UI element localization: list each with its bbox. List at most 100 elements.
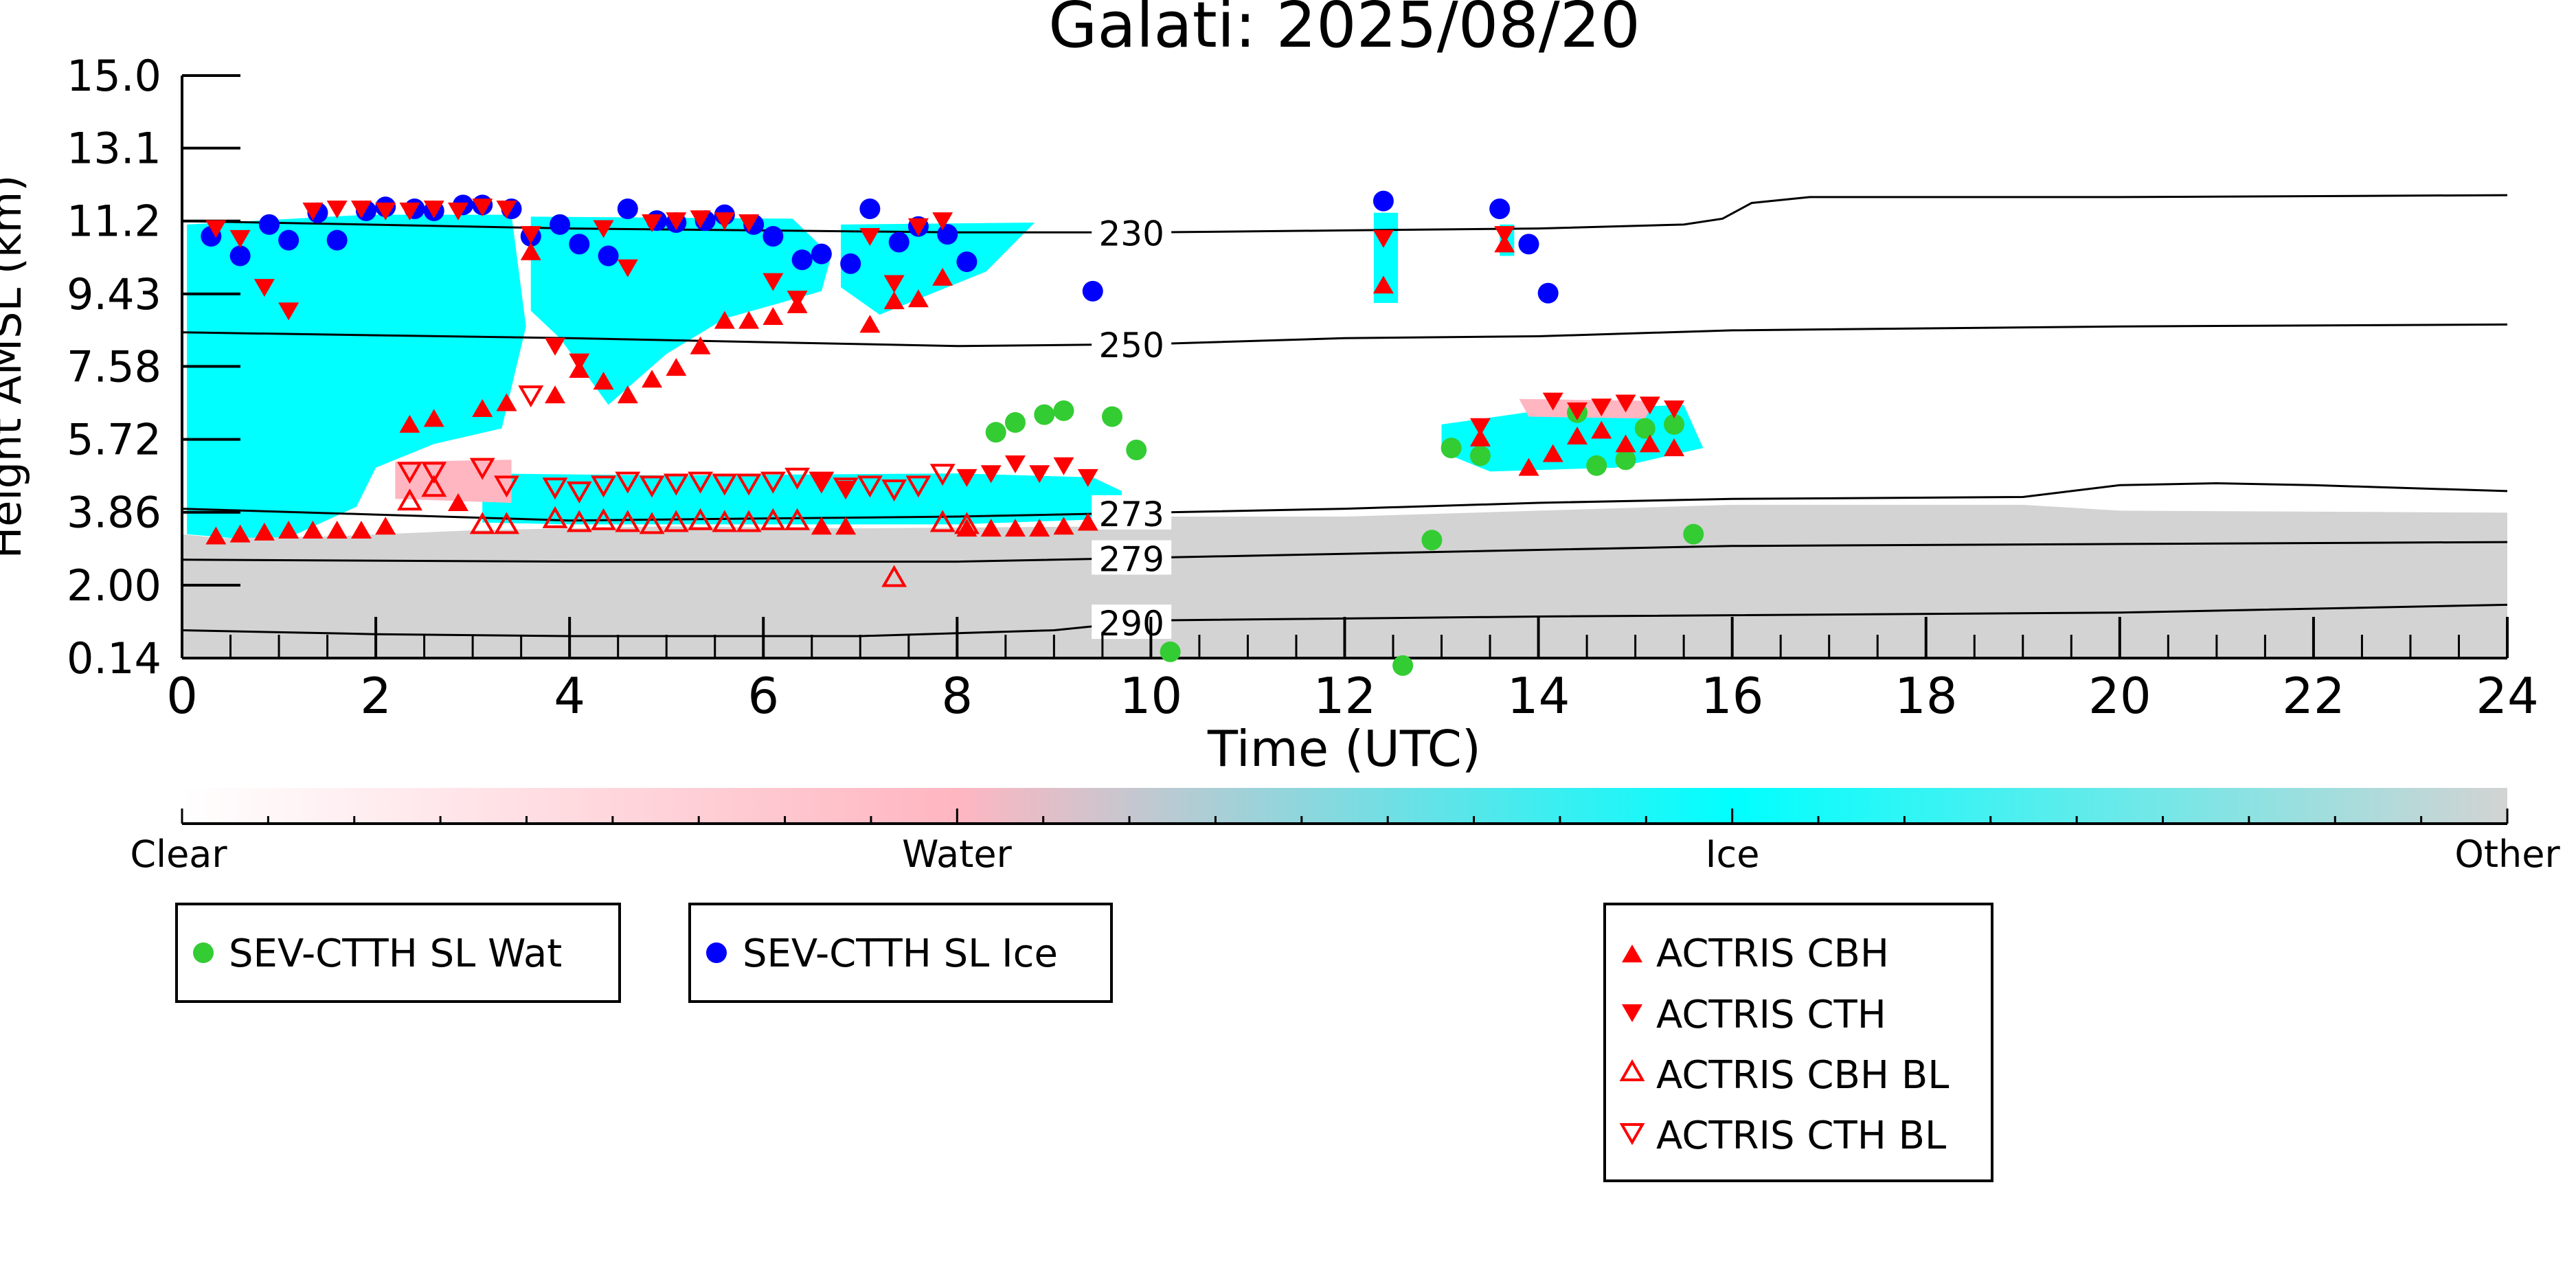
x-axis-label: Time (UTC) — [1207, 720, 1481, 778]
point-actris-cbh — [278, 520, 300, 539]
point-actris-cbh — [907, 289, 929, 308]
point-actris-cth-bl — [591, 475, 616, 498]
point-actris-cth-bl — [881, 479, 907, 502]
point-sev-ctth-sl-wat — [1102, 406, 1122, 427]
point-sev-ctth-sl-ice — [1489, 199, 1511, 220]
point-actris-cth-bl — [809, 471, 835, 494]
legend-actris-cth-bl-label: ACTRIS CTH BL — [1656, 1114, 1946, 1158]
point-actris-cth-bl — [857, 475, 883, 498]
legend-sev-ice-frame — [688, 903, 1113, 1003]
cloud-mask-region-ice-3 — [482, 473, 1122, 525]
point-actris-cbh — [375, 517, 396, 535]
point-sev-ctth-sl-wat — [1126, 439, 1147, 460]
point-actris-cbh — [617, 385, 638, 404]
point-actris-cth-bl — [542, 477, 568, 500]
x-tick-label: 10 — [1120, 667, 1183, 725]
point-actris-cth — [883, 275, 905, 293]
point-actris-cth — [253, 279, 275, 297]
point-actris-cth — [375, 202, 396, 221]
point-actris-cth — [666, 212, 687, 231]
legend-sev-ice-label: SEV-CTTH SL Ice — [743, 931, 1058, 976]
plot-area: 230 250 273 279 290 0.14 2.00 3.86 5.72 7.58 9.43 1… — [67, 51, 2539, 725]
point-sev-ctth-sl-ice — [1372, 190, 1394, 212]
contour-label-bg-250 — [1092, 326, 1172, 361]
point-actris-cbh-bl — [639, 512, 665, 534]
point-actris-cth — [302, 202, 324, 221]
point-actris-cbh-bl — [542, 506, 568, 528]
point-sev-ctth-sl-ice — [258, 214, 280, 235]
point-actris-cbh-bl — [881, 565, 907, 587]
point-actris-cth-bl — [396, 462, 422, 484]
contour-label-279: 279 — [1098, 539, 1164, 579]
x-tick-label: 12 — [1313, 667, 1377, 725]
y-tick-label: 15.0 — [67, 51, 161, 101]
point-sev-ctth-sl-ice — [840, 253, 861, 274]
point-actris-cth-bl — [615, 471, 641, 494]
point-actris-cth — [1639, 396, 1660, 415]
point-sev-ctth-sl-wat — [1664, 414, 1685, 435]
colorbar-label-other: Other — [2454, 833, 2560, 876]
point-actris-cbh — [447, 493, 468, 512]
point-actris-cth — [496, 201, 517, 219]
series-sev-ctth-sl-wat — [985, 400, 1704, 676]
point-actris-cth-bl — [566, 481, 592, 504]
point-actris-cth — [1494, 226, 1515, 245]
point-actris-cth-bl — [833, 477, 859, 500]
point-sev-ctth-sl-ice — [888, 231, 909, 253]
legend-actris-frame — [1603, 903, 1993, 1182]
point-actris-cth-bl — [712, 473, 738, 496]
legend-sev-wat-marker — [193, 942, 214, 963]
point-actris-cbh — [496, 393, 517, 411]
point-actris-cth — [738, 214, 760, 232]
point-actris-cth-bl — [760, 471, 786, 494]
point-actris-cbh — [1639, 434, 1660, 453]
point-actris-cbh — [883, 291, 905, 310]
y-tick-label: 5.72 — [67, 415, 161, 465]
legend-actris-cbh-bl-label: ACTRIS CBH BL — [1656, 1053, 1949, 1098]
point-actris-cbh-bl — [494, 512, 519, 534]
point-actris-cbh — [1518, 457, 1539, 476]
cloud-mask-region-other-10 — [182, 526, 1112, 658]
point-actris-cbh-bl — [784, 508, 811, 530]
point-actris-cbh — [690, 336, 711, 354]
point-actris-cth — [472, 199, 493, 217]
point-actris-cbh — [520, 242, 541, 260]
point-sev-ctth-sl-ice — [550, 214, 571, 235]
point-actris-cth — [350, 201, 372, 219]
point-actris-cbh-bl — [929, 510, 956, 532]
x-tick-label: 2 — [360, 667, 392, 725]
point-actris-cth — [714, 212, 735, 231]
point-actris-cth — [520, 226, 541, 245]
point-actris-cbh-bl — [712, 510, 738, 532]
point-actris-cbh — [835, 517, 857, 535]
legend-actris-cth-label: ACTRIS CTH — [1656, 993, 1886, 1037]
point-actris-cbh — [980, 519, 1002, 537]
point-actris-cth — [205, 220, 227, 238]
x-tick-label: 8 — [941, 667, 973, 725]
contour-label-273: 273 — [1098, 495, 1164, 534]
point-actris-cbh-bl — [688, 508, 714, 530]
point-actris-cth — [1567, 402, 1588, 420]
point-actris-cbh — [811, 517, 832, 535]
point-sev-ctth-sl-ice — [326, 229, 348, 251]
y-tick-label: 13.1 — [67, 124, 161, 174]
point-actris-cbh — [666, 358, 687, 376]
chart-title: Galati: 2025/08/20 — [1048, 0, 1640, 62]
colorbar-gradient — [182, 788, 2507, 824]
point-actris-cth — [229, 229, 251, 248]
point-sev-ctth-sl-ice — [1518, 234, 1539, 255]
point-actris-cbh — [1542, 444, 1563, 462]
point-actris-cth — [278, 302, 300, 321]
cloud-mask-region-other-9 — [1112, 504, 2507, 658]
point-sev-ctth-sl-ice — [762, 225, 784, 247]
point-actris-cth — [1615, 394, 1636, 413]
point-sev-ctth-sl-wat — [1004, 412, 1026, 433]
marker-layer — [201, 190, 1704, 676]
temperature-contours — [182, 194, 2507, 637]
point-sev-ctth-sl-ice — [811, 243, 832, 264]
y-tick-label: 3.86 — [67, 488, 161, 538]
legend-actris: ACTRIS CBH ACTRIS CTH ACTRIS CBH BL ACTR… — [1603, 903, 1993, 1182]
point-actris-cbh — [1004, 519, 1026, 537]
contour-label-bg-230 — [1092, 214, 1172, 249]
point-sev-ctth-sl-ice — [617, 199, 638, 220]
